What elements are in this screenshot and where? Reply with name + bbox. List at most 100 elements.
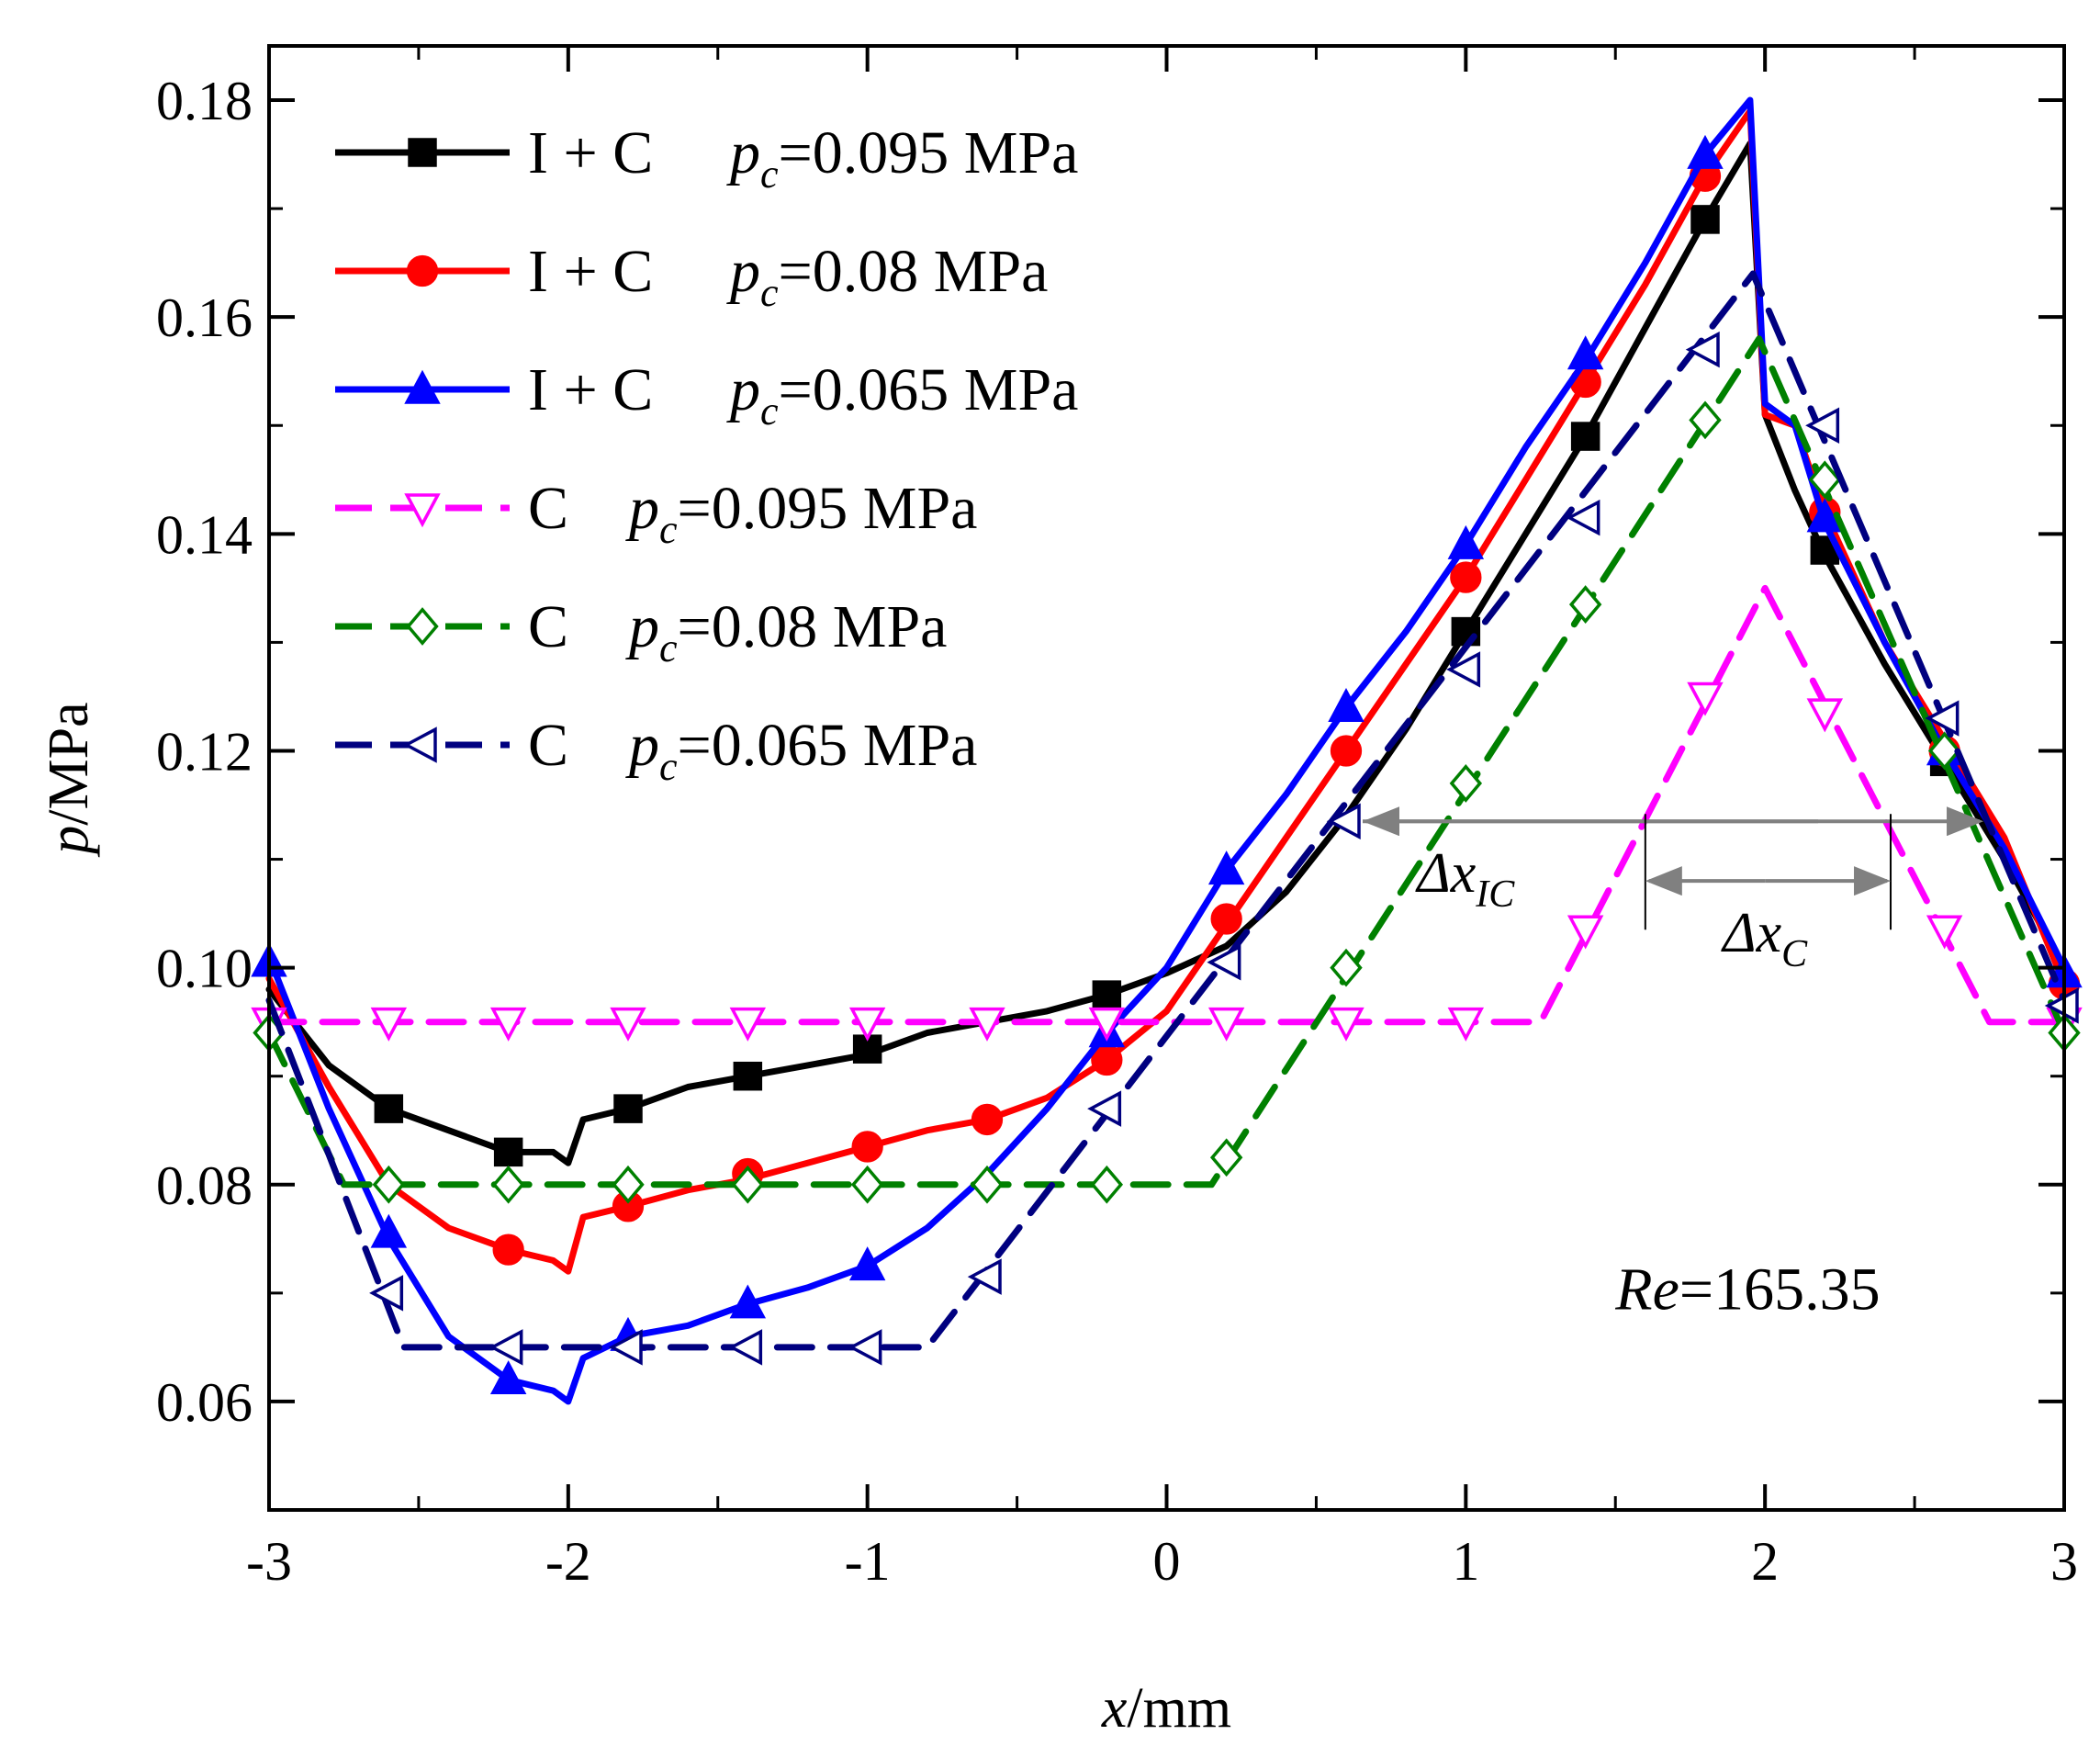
- legend-marker: [406, 254, 439, 287]
- y-tick-label: 0.16: [156, 287, 253, 348]
- series-layer: [251, 96, 2083, 1405]
- series-marker: [1207, 944, 1241, 981]
- x-tick-label: 0: [1153, 1531, 1181, 1592]
- series-marker: [848, 1246, 886, 1281]
- series-marker: [1806, 498, 1844, 533]
- series-marker: [1567, 915, 1604, 950]
- series-marker: [1330, 735, 1363, 767]
- series-marker: [370, 1213, 408, 1248]
- series-line: [265, 140, 2068, 1166]
- series-marker: [728, 1329, 763, 1366]
- series-6: [265, 270, 2079, 1366]
- series-marker: [1330, 948, 1363, 987]
- series-marker: [612, 1165, 645, 1204]
- series-marker: [1207, 1007, 1245, 1042]
- series-marker: [850, 1165, 884, 1204]
- series-marker: [971, 1103, 1004, 1136]
- legend-marker: [402, 727, 437, 763]
- y-axis-label-unit: /MPa: [38, 702, 100, 825]
- series-marker: [971, 1165, 1004, 1204]
- axis-layer: -3 -2 -1 0 1 2 3 0.06 0.08 0.10 0.12 0.14 0.16 0.18: [156, 46, 2078, 1592]
- series-marker: [1447, 524, 1485, 559]
- series-marker: [1687, 134, 1724, 169]
- series-marker: [1326, 803, 1361, 839]
- series-marker: [1447, 1007, 1485, 1042]
- series-marker: [613, 1094, 643, 1123]
- series-marker: [1805, 407, 1840, 444]
- series-marker: [1087, 1090, 1122, 1127]
- series-1: [265, 140, 2068, 1167]
- y-tick-label: 0.06: [156, 1372, 253, 1433]
- y-axis-label: p/MPa: [38, 702, 100, 857]
- series-marker: [1088, 1007, 1126, 1042]
- annotation-layer: ΔxIC ΔxC Re=165.35: [1363, 806, 1984, 1324]
- x-tick-label: -1: [845, 1531, 891, 1592]
- x-tick-label: -2: [545, 1531, 591, 1592]
- series-marker: [1566, 499, 1600, 536]
- series-marker: [1925, 700, 1960, 737]
- x-tick-label: -3: [246, 1531, 292, 1592]
- series-marker: [1446, 651, 1481, 688]
- series-marker: [489, 1007, 527, 1042]
- series-marker: [608, 1329, 643, 1366]
- x-axis-label-var: x: [1101, 1677, 1128, 1740]
- legend-marker: [408, 138, 437, 167]
- series-marker: [1092, 980, 1122, 1009]
- y-axis-label-var: p: [38, 826, 100, 858]
- series-marker: [372, 1165, 406, 1204]
- y-tick-label: 0.12: [156, 721, 253, 782]
- series-marker: [493, 1137, 523, 1167]
- series-marker: [610, 1007, 646, 1042]
- series-marker: [1207, 850, 1245, 885]
- series-marker: [491, 1165, 525, 1204]
- series-marker: [1210, 903, 1242, 935]
- dx-c-label: ΔxC: [1720, 902, 1808, 975]
- series-line: [265, 584, 2068, 1026]
- x-axis-label-unit: /mm: [1127, 1677, 1231, 1740]
- legend-marker: [404, 369, 441, 404]
- series-line: [265, 107, 2068, 1275]
- series-marker: [1687, 682, 1724, 716]
- series-5: [253, 335, 2081, 1204]
- series-marker: [1567, 335, 1604, 370]
- series-marker: [1806, 698, 1844, 733]
- series-marker: [374, 1094, 404, 1123]
- series-marker: [370, 1007, 408, 1042]
- series-marker: [967, 1258, 1002, 1295]
- series-marker: [729, 1007, 767, 1042]
- series-marker: [1570, 422, 1600, 451]
- re-label: Re=165.35: [1614, 1256, 1880, 1324]
- series-marker: [489, 1329, 523, 1366]
- series-marker: [729, 1284, 767, 1319]
- series-marker: [489, 1360, 527, 1395]
- x-tick-label: 1: [1452, 1531, 1479, 1592]
- y-tick-label: 0.14: [156, 504, 253, 565]
- series-marker: [1926, 915, 1963, 950]
- series-marker: [1685, 331, 1720, 368]
- series-marker: [1927, 731, 1961, 771]
- series-marker: [1450, 561, 1482, 593]
- series-marker: [1568, 585, 1602, 624]
- y-tick-label: 0.08: [156, 1155, 253, 1216]
- series-marker: [1090, 1165, 1124, 1204]
- series-marker: [1808, 460, 1842, 500]
- legend-marker: [406, 607, 439, 646]
- y-tick-label: 0.18: [156, 71, 253, 131]
- series-marker: [1328, 1007, 1364, 1042]
- series-marker: [848, 1007, 886, 1042]
- x-tick-label: 3: [2050, 1531, 2078, 1592]
- dx-ic-label: ΔxIC: [1414, 842, 1515, 916]
